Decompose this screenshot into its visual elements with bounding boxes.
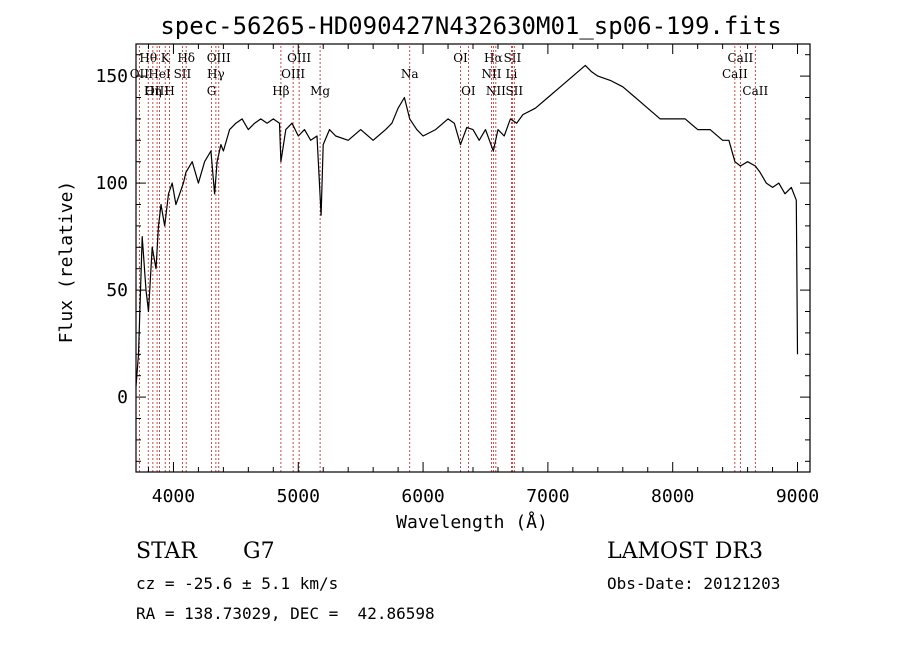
spectral-line-label: CaII xyxy=(727,51,753,65)
plot-frame xyxy=(135,43,811,473)
spectral-line-label: OI xyxy=(453,51,468,65)
spectral-line-label: Hγ xyxy=(207,67,225,81)
spectral-line-label: OII xyxy=(130,67,150,81)
spectral-line-label: Hδ xyxy=(177,51,195,65)
sky-coordinates: RA = 138.73029, DEC = 42.86598 xyxy=(136,604,435,623)
spectral-line-label: Hη xyxy=(144,84,162,98)
object-subclass: G7 xyxy=(243,539,275,564)
spectral-line-label: Na xyxy=(401,67,419,81)
y-tick-label: 50 xyxy=(106,280,128,301)
x-tick-label: 7000 xyxy=(526,486,569,507)
spectral-line-label: Mg xyxy=(310,84,330,98)
object-class: STAR xyxy=(136,539,197,564)
spectral-line-label: OIII xyxy=(281,67,305,81)
spectral-line-label: OIII xyxy=(145,84,169,98)
redshift-velocity: cz = -25.6 ± 5.1 km/s xyxy=(136,574,339,593)
chart-title: spec-56265-HD090427N432630M01_sp06-199.f… xyxy=(160,12,781,40)
spectrum-series xyxy=(135,64,799,387)
spectrum-line xyxy=(135,64,799,387)
spectral-line-label: NII xyxy=(486,84,506,98)
spectral-line-label: SII xyxy=(505,84,523,98)
x-tick-label: 5000 xyxy=(277,486,320,507)
spectral-line-label: SII xyxy=(504,51,522,65)
spectral-line-label: Hα xyxy=(484,51,503,65)
x-axis-label: Wavelength (Å) xyxy=(396,511,548,533)
x-axis-ticks: 4000 5000 6000 7000 8000 9000 xyxy=(147,44,819,507)
spectral-line-label: Hθ xyxy=(139,51,157,65)
spectral-line-label: SII xyxy=(174,67,192,81)
survey-name: LAMOST DR3 xyxy=(607,539,763,564)
y-tick-label: 0 xyxy=(117,387,128,408)
spectral-line-label: CaII xyxy=(742,84,768,98)
y-tick-label: 150 xyxy=(95,66,128,87)
spectral-line-label: CaII xyxy=(722,67,748,81)
x-tick-label: 8000 xyxy=(651,486,694,507)
y-tick-label: 100 xyxy=(95,173,128,194)
spectral-line-label: Hβ xyxy=(272,84,289,98)
spectral-line-label: K xyxy=(161,51,171,65)
spectral-line-label: G xyxy=(207,84,217,98)
spectral-line-label: OIII xyxy=(207,51,231,65)
spectral-line-label: OI xyxy=(461,84,476,98)
y-axis-ticks: 0 50 100 150 xyxy=(95,54,810,462)
spectral-line-label: NII xyxy=(481,67,501,81)
y-axis-label: Flux (relative) xyxy=(56,181,77,344)
spectral-line-label: HeI xyxy=(148,67,171,81)
spectral-line-label: Li xyxy=(506,67,518,81)
spectral-line-label: OIII xyxy=(287,51,311,65)
observation-date: Obs-Date: 20121203 xyxy=(607,574,781,593)
x-tick-label: 9000 xyxy=(776,486,819,507)
x-tick-label: 6000 xyxy=(401,486,444,507)
x-tick-label: 4000 xyxy=(152,486,195,507)
spectral-line-label: H xyxy=(164,84,174,98)
